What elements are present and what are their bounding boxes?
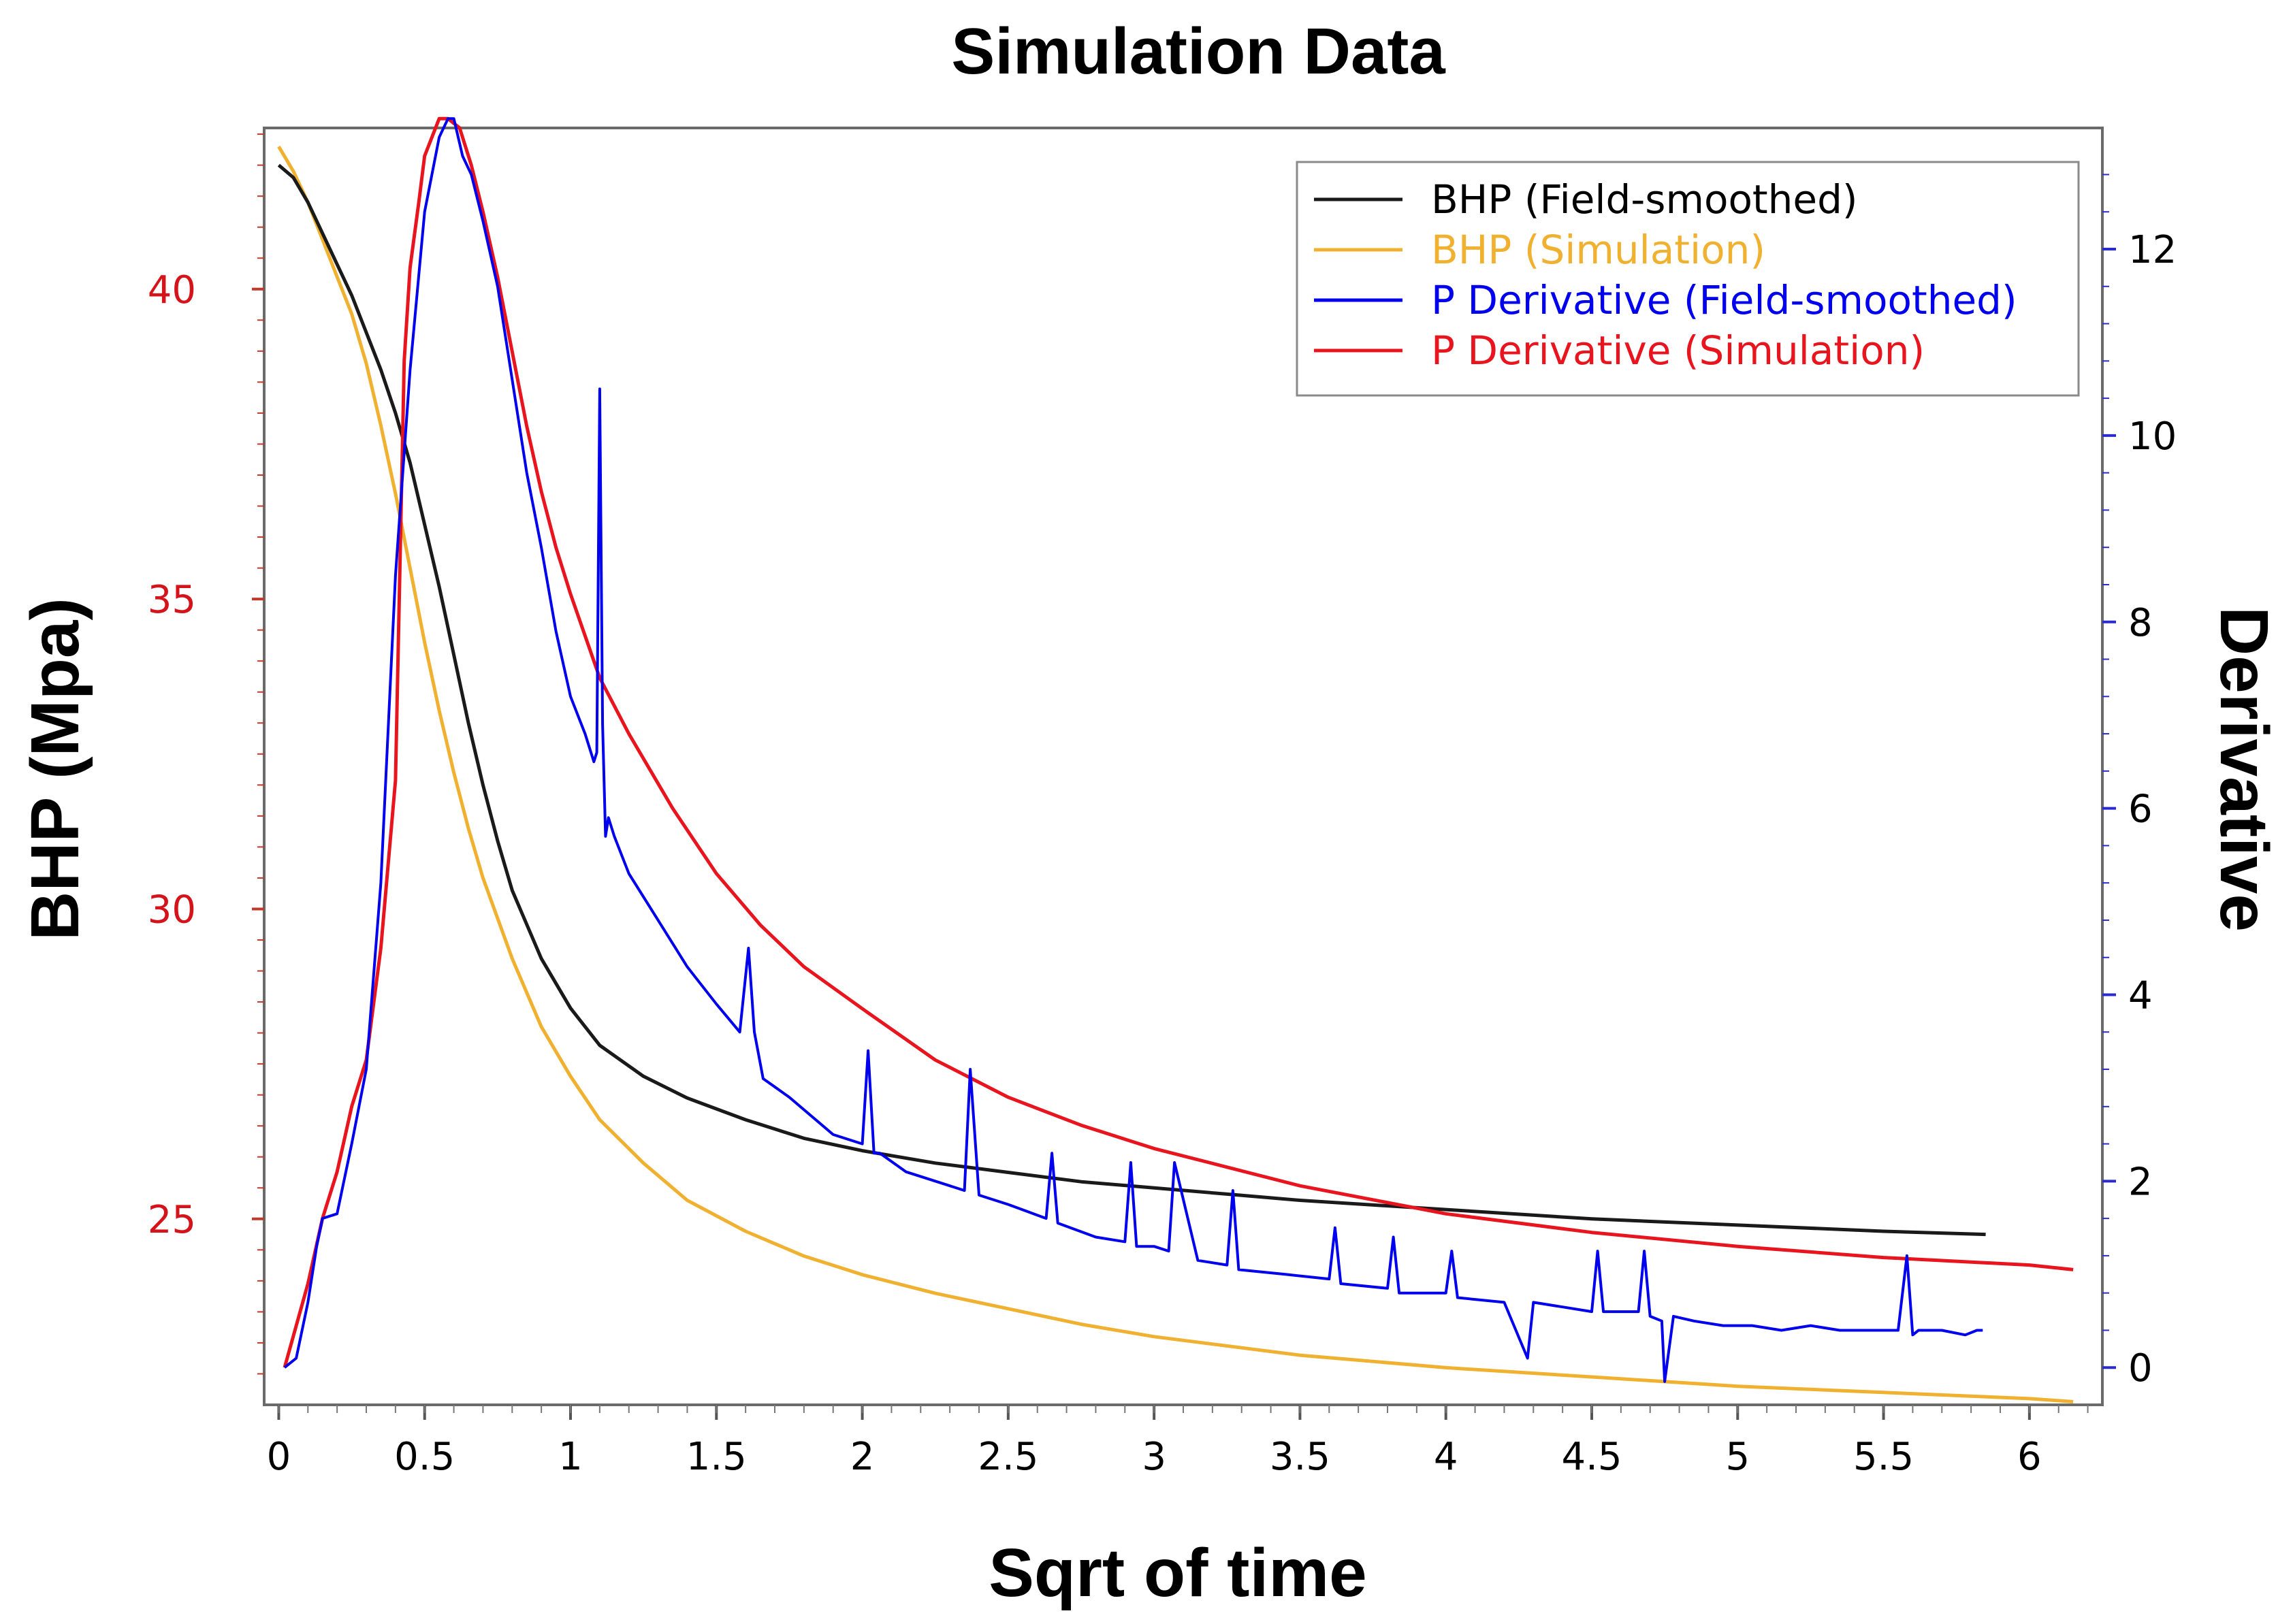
x-tick-label: 2 bbox=[850, 1435, 875, 1479]
right-tick-label: 4 bbox=[2128, 973, 2153, 1018]
x-axis-title: Sqrt of time bbox=[989, 1535, 1367, 1611]
left-axis-ticks: 25 30 35 40 bbox=[148, 133, 264, 1375]
x-tick-label: 4 bbox=[1434, 1435, 1458, 1479]
right-tick-label: 10 bbox=[2128, 415, 2177, 459]
x-axis-ticks: 0 0.5 1 1.5 2 2.5 3 3.5 4 4.5 5 5.5 6 bbox=[267, 1405, 2089, 1479]
x-tick-label: 0 bbox=[267, 1435, 291, 1479]
legend-entry-bhp-simulation: BHP (Simulation) bbox=[1431, 227, 1765, 273]
x-tick-label: 3.5 bbox=[1270, 1435, 1330, 1479]
right-tick-label: 12 bbox=[2128, 228, 2177, 272]
series-layer bbox=[277, 116, 2074, 1403]
legend-entry-derivative-field: P Derivative (Field-smoothed) bbox=[1431, 277, 2017, 323]
x-tick-label: 1 bbox=[558, 1435, 583, 1479]
x-tick-label: 0.5 bbox=[394, 1435, 455, 1479]
x-tick-label: 2.5 bbox=[978, 1435, 1038, 1479]
bhp-field-line bbox=[277, 163, 1986, 1237]
chart-title: Simulation Data bbox=[951, 15, 1445, 88]
left-tick-label: 40 bbox=[148, 268, 196, 312]
x-tick-label: 4.5 bbox=[1561, 1435, 1622, 1479]
derivative-field-line bbox=[283, 117, 1983, 1383]
left-tick-label: 30 bbox=[148, 888, 196, 932]
right-tick-label: 0 bbox=[2128, 1346, 2153, 1391]
legend-entry-derivative-simulation: P Derivative (Simulation) bbox=[1431, 327, 1925, 374]
right-tick-label: 8 bbox=[2128, 601, 2153, 645]
right-axis-ticks: 0 2 4 6 8 10 12 bbox=[2102, 174, 2177, 1391]
bhp-simulation-line bbox=[277, 146, 2074, 1403]
x-tick-label: 5 bbox=[1725, 1435, 1750, 1479]
x-tick-label: 1.5 bbox=[686, 1435, 747, 1479]
legend-box bbox=[1296, 161, 2080, 397]
x-tick-label: 3 bbox=[1142, 1435, 1166, 1479]
x-tick-label: 5.5 bbox=[1853, 1435, 1914, 1479]
right-axis-title: Derivative bbox=[2206, 606, 2282, 932]
derivative-simulation-line bbox=[283, 116, 2074, 1368]
left-axis-title: BHP (Mpa) bbox=[17, 598, 93, 941]
x-tick-label: 6 bbox=[2017, 1435, 2042, 1479]
left-tick-label: 35 bbox=[148, 578, 196, 622]
legend: BHP (Field-smoothed)BHP (Simulation)P De… bbox=[1296, 161, 2080, 397]
right-tick-label: 6 bbox=[2128, 787, 2153, 832]
right-tick-label: 2 bbox=[2128, 1160, 2153, 1204]
legend-entry-bhp-field: BHP (Field-smoothed) bbox=[1431, 176, 1858, 223]
left-tick-label: 25 bbox=[148, 1198, 196, 1242]
